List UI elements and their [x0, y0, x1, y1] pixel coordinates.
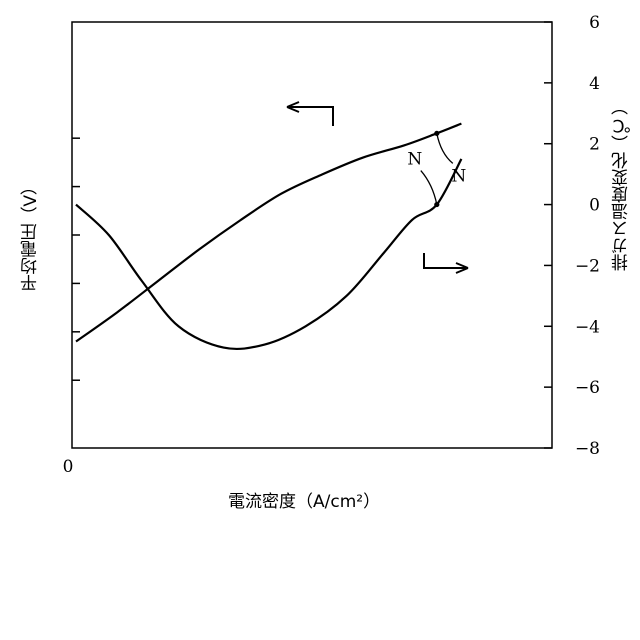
right-tick-label: −4 — [575, 317, 600, 337]
marker-leader — [437, 133, 453, 163]
y-axis-label-right: 排ガス温度変化（℃） — [609, 98, 634, 271]
x-axis-label: 電流密度（A/cm²） — [228, 487, 380, 512]
marker-label: N — [407, 150, 422, 170]
temperature-line — [76, 159, 461, 349]
y-axis-label-left: 平均電圧（V） — [18, 178, 43, 292]
right-tick-label: −2 — [575, 256, 600, 276]
right-tick-label: 6 — [589, 13, 600, 33]
voltage-line — [76, 124, 461, 342]
right-tick-label: 4 — [589, 74, 600, 94]
right-tick-label: −6 — [575, 378, 600, 398]
marker-label: N — [451, 166, 466, 186]
plot-frame — [72, 22, 552, 448]
x-tick-label: 0 — [63, 457, 74, 477]
right-tick-label: 0 — [589, 196, 600, 216]
right-tick-label: −8 — [575, 439, 600, 459]
marker-leader — [421, 171, 437, 205]
right-tick-label: 2 — [589, 135, 600, 155]
